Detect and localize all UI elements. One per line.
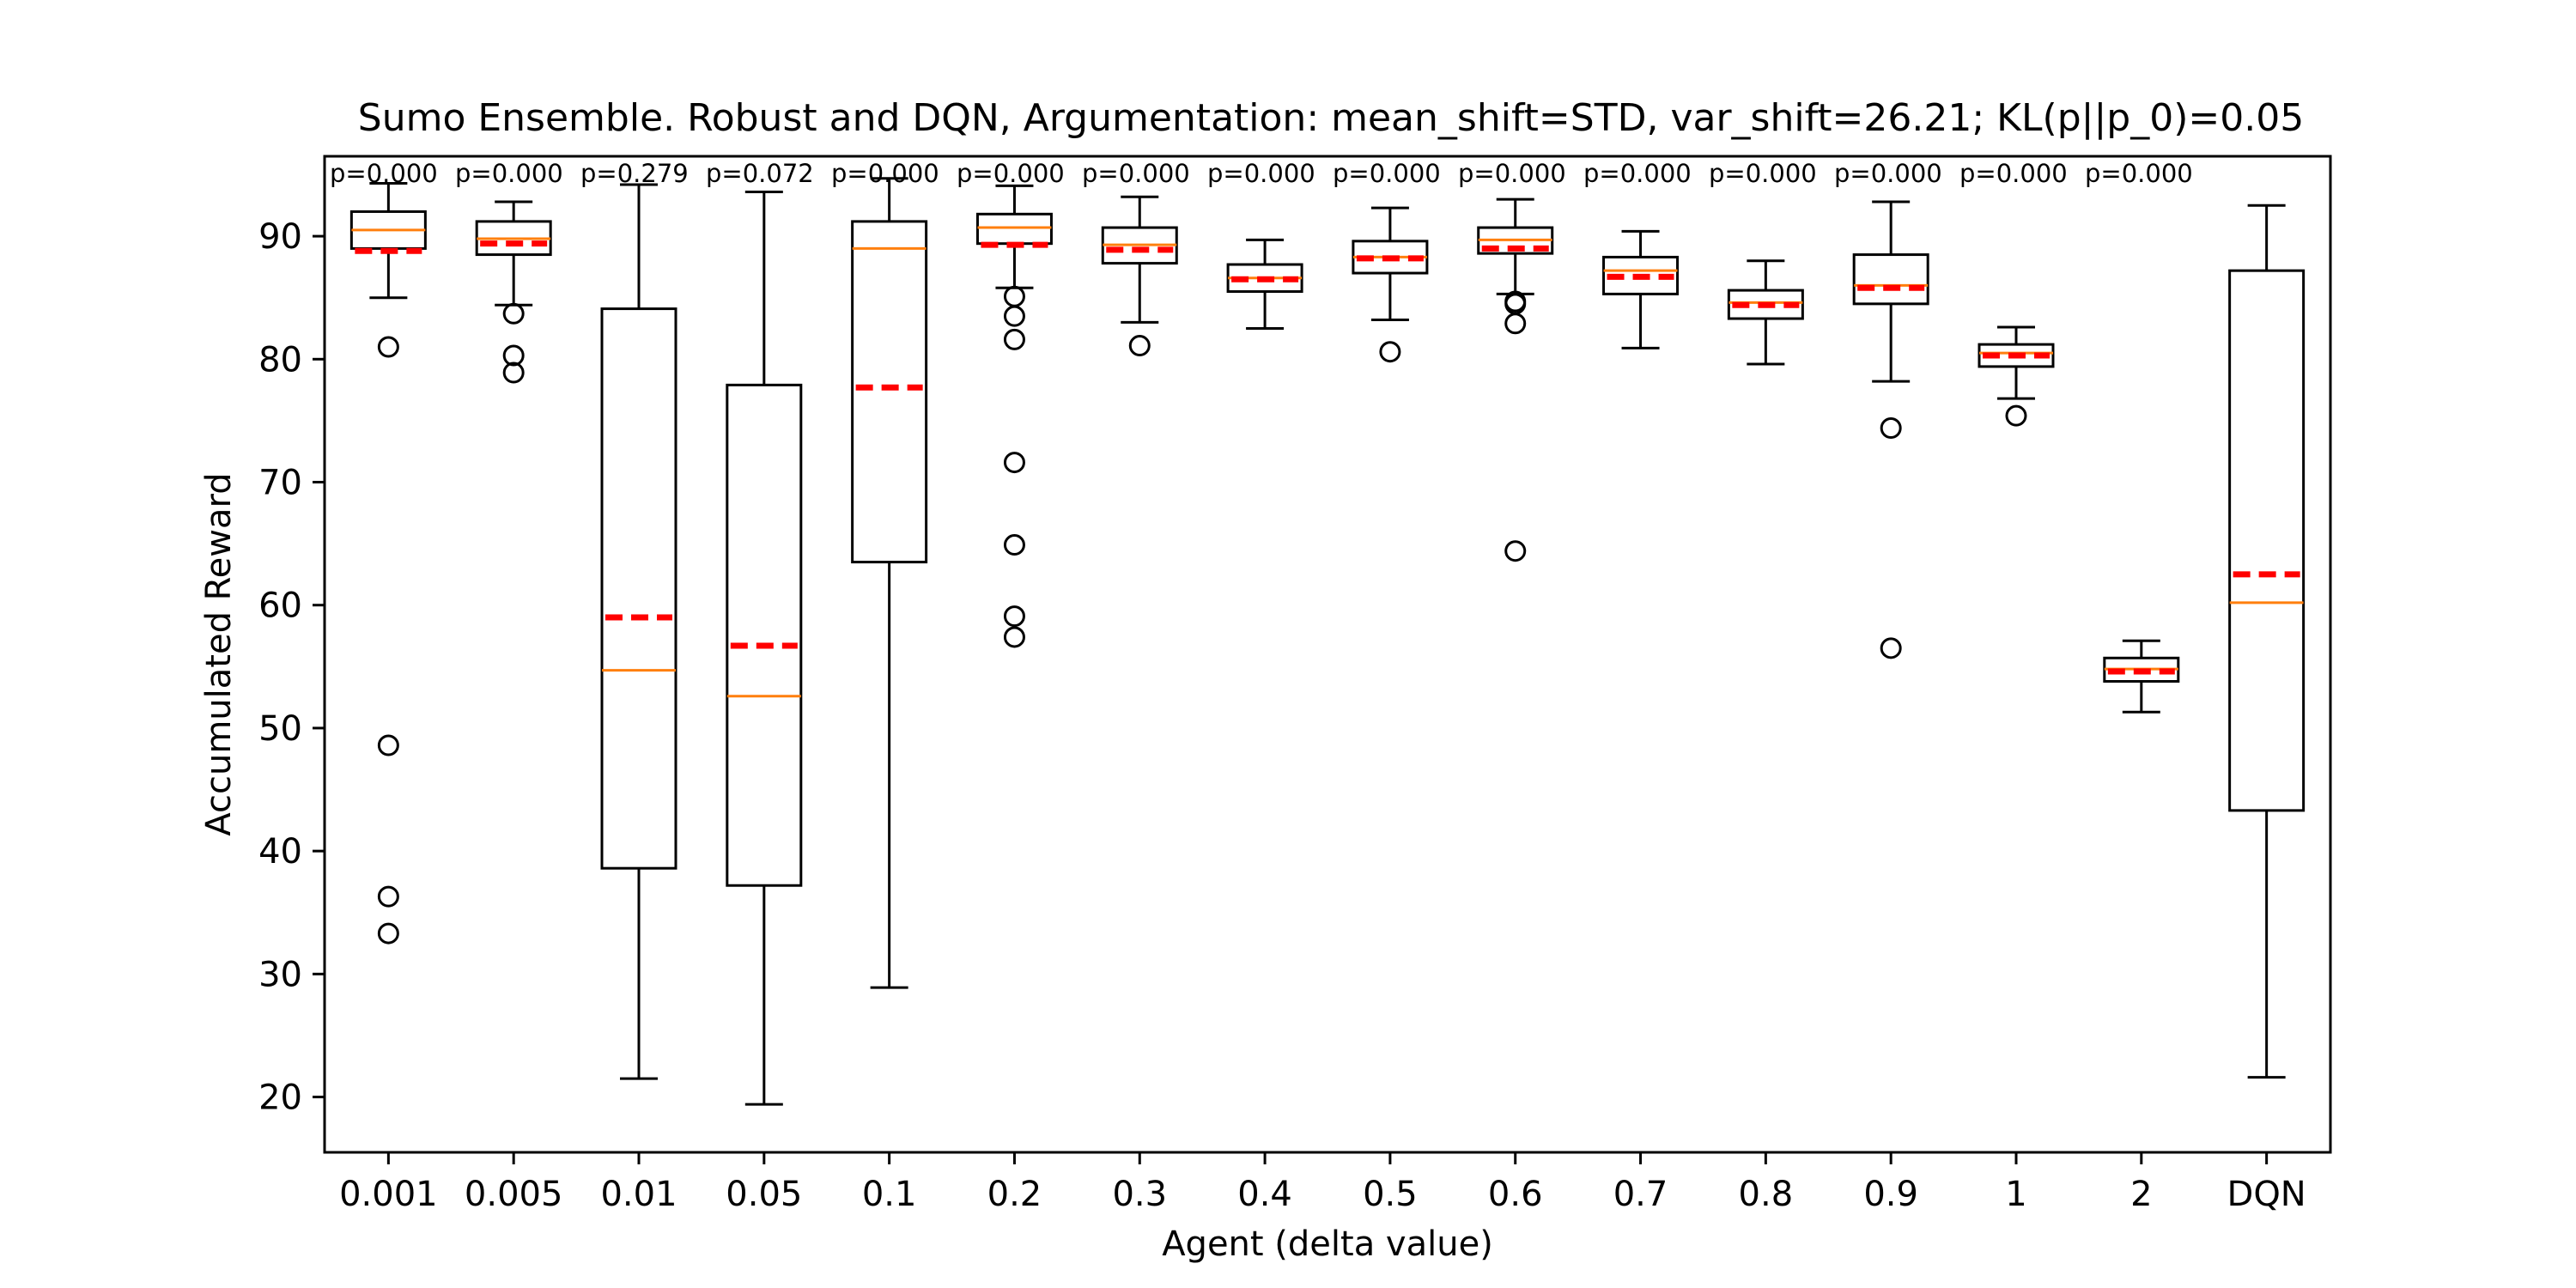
outlier-point: [1880, 637, 1902, 659]
box-0.4: [1226, 238, 1303, 330]
outlier-point: [1003, 452, 1025, 474]
x-tick-label: 0.5: [1363, 1175, 1418, 1214]
y-tick-label: 20: [258, 1078, 302, 1118]
p-value-label: p=0.000: [455, 159, 563, 188]
iqr-box: [2228, 269, 2306, 812]
box-0.3: [1101, 195, 1178, 357]
x-tick-label: 0.9: [1863, 1175, 1918, 1214]
outlier-point: [377, 336, 399, 358]
box-0.2: [975, 184, 1053, 648]
p-value-label: p=0.279: [580, 159, 689, 188]
p-value-label: p=0.000: [1709, 159, 1817, 188]
p-value-label: p=0.000: [2085, 159, 2193, 188]
outlier-point: [377, 734, 399, 756]
p-value-labels: p=0.000 p=0.000 p=0.279 p=0.072 p=0.000 p=0.0…: [330, 159, 2193, 188]
box-0.1: [851, 177, 928, 989]
y-tick-label: 50: [258, 709, 302, 749]
outlier-point: [1880, 416, 1902, 439]
box-0.5: [1352, 206, 1429, 363]
x-tick-label: 2: [2130, 1175, 2152, 1214]
iqr-box: [1978, 343, 2055, 368]
box-0.9: [1852, 200, 1929, 659]
x-tick-label: 0.7: [1613, 1175, 1668, 1214]
box-0.7: [1602, 229, 1680, 349]
p-value-label: p=0.000: [1834, 159, 1942, 188]
outlier-point: [1003, 534, 1025, 556]
iqr-box: [600, 307, 677, 870]
box-0.005: [475, 200, 552, 384]
outlier-point: [377, 885, 399, 908]
p-value-label: p=0.000: [1458, 159, 1566, 188]
x-axis-label: Agent (delta value): [1162, 1224, 1493, 1264]
box-series: [349, 177, 2306, 1106]
x-tick-label: 1: [2005, 1175, 2026, 1214]
p-value-label: p=0.000: [957, 159, 1065, 188]
box-2: [2103, 639, 2180, 714]
box-DQN: [2228, 204, 2306, 1079]
x-tick-label: 0.1: [862, 1175, 917, 1214]
chart-title: Sumo Ensemble. Robust and DQN, Argumenta…: [358, 96, 2304, 140]
p-value-label: p=0.000: [1082, 159, 1190, 188]
outlier-point: [1504, 540, 1527, 562]
p-value-label: p=0.000: [831, 159, 939, 188]
outlier-point: [1003, 305, 1025, 327]
y-tick-label: 90: [258, 217, 302, 257]
y-tick-label: 60: [258, 586, 302, 626]
y-tick-label: 80: [258, 340, 302, 380]
p-value-label: p=0.072: [706, 159, 814, 188]
outlier-point: [502, 361, 525, 384]
box-1: [1978, 325, 2055, 427]
p-value-label: p=0.000: [1583, 159, 1692, 188]
outlier-point: [1003, 328, 1025, 350]
box-0.6: [1477, 197, 1554, 562]
x-tick-label: 0.001: [339, 1175, 438, 1214]
iqr-box: [726, 383, 803, 887]
box-0.01: [600, 183, 677, 1080]
outlier-point: [1003, 605, 1025, 628]
outlier-point: [1003, 626, 1025, 648]
p-value-label: p=0.000: [1207, 159, 1315, 188]
x-tick-label: 0.05: [726, 1175, 802, 1214]
y-tick-label: 40: [258, 832, 302, 872]
outlier-point: [1504, 313, 1527, 335]
plot-frame: [323, 155, 2332, 1154]
x-tick-label: DQN: [2227, 1175, 2306, 1214]
x-tick-label: 0.6: [1488, 1175, 1543, 1214]
x-tick-label: 0.01: [600, 1175, 677, 1214]
outlier-point: [502, 344, 525, 367]
outlier-point: [1003, 285, 1025, 307]
box-0.05: [726, 191, 803, 1106]
y-tick-label: 30: [258, 955, 302, 994]
x-tick-label: 0.3: [1112, 1175, 1167, 1214]
x-tick-label: 0.005: [465, 1175, 563, 1214]
y-axis: 20 30 40 50 60 70 80 90: [258, 217, 325, 1118]
x-tick-label: 0.2: [987, 1175, 1042, 1214]
iqr-box: [851, 220, 928, 564]
outlier-point: [1379, 341, 1401, 363]
box-0.8: [1727, 259, 1804, 366]
outlier-point: [1128, 335, 1151, 357]
outlier-point: [502, 302, 525, 325]
p-value-label: p=0.000: [1333, 159, 1441, 188]
iqr-box: [1602, 255, 1680, 295]
y-tick-label: 70: [258, 464, 302, 503]
iqr-box: [1727, 289, 1804, 320]
p-value-label: p=0.000: [1959, 159, 2068, 188]
x-tick-label: 0.8: [1739, 1175, 1794, 1214]
iqr-box: [1852, 253, 1929, 306]
y-axis-label: Accumulated Reward: [199, 472, 239, 835]
x-axis: 0.001 0.005 0.01 0.05 0.1 0.2 0.3 0.4 0.5 0.6 0.7 0…: [339, 1152, 2306, 1214]
outlier-point: [377, 922, 399, 945]
box-0.001: [349, 182, 427, 945]
x-tick-label: 0.4: [1237, 1175, 1292, 1214]
outlier-point: [2005, 404, 2027, 427]
